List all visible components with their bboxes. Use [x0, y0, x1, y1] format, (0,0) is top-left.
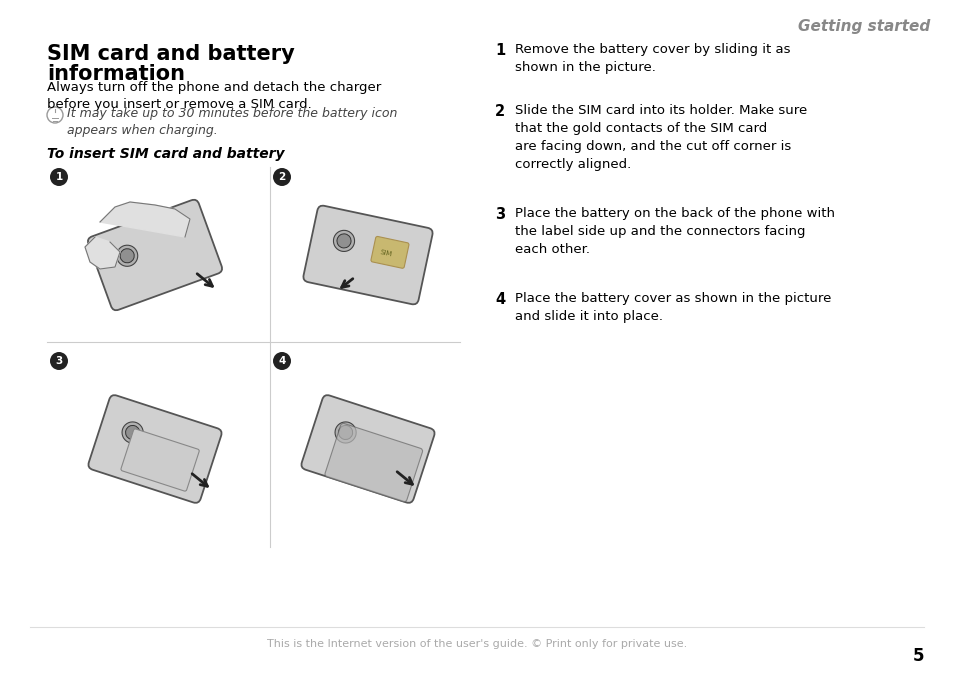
Text: This is the Internet version of the user's guide. © Print only for private use.: This is the Internet version of the user…	[267, 639, 686, 649]
Text: Slide the SIM card into its holder. Make sure
that the gold contacts of the SIM : Slide the SIM card into its holder. Make…	[515, 104, 806, 171]
Text: 1: 1	[495, 43, 505, 58]
FancyBboxPatch shape	[88, 200, 222, 310]
Circle shape	[334, 230, 355, 251]
Text: Getting started: Getting started	[797, 19, 929, 34]
FancyBboxPatch shape	[301, 395, 435, 503]
Text: To insert SIM card and battery: To insert SIM card and battery	[47, 147, 284, 161]
Circle shape	[335, 422, 355, 443]
Text: Always turn off the phone and detach the charger
before you insert or remove a S: Always turn off the phone and detach the…	[47, 81, 381, 111]
Circle shape	[126, 425, 139, 439]
Text: SIM card and battery: SIM card and battery	[47, 44, 294, 64]
FancyBboxPatch shape	[371, 236, 409, 268]
Circle shape	[116, 245, 137, 266]
Circle shape	[122, 422, 143, 443]
Text: 2: 2	[495, 104, 504, 119]
Text: 4: 4	[278, 356, 285, 366]
Text: 5: 5	[911, 647, 923, 665]
Circle shape	[120, 248, 134, 263]
FancyBboxPatch shape	[303, 206, 432, 305]
FancyBboxPatch shape	[121, 429, 199, 491]
Text: 3: 3	[55, 356, 63, 366]
Text: It may take up to 30 minutes before the battery icon
appears when charging.: It may take up to 30 minutes before the …	[67, 107, 397, 137]
Polygon shape	[85, 237, 120, 269]
Circle shape	[336, 234, 351, 248]
Text: Place the battery on the back of the phone with
the label side up and the connec: Place the battery on the back of the pho…	[515, 207, 834, 256]
Circle shape	[50, 168, 68, 186]
FancyBboxPatch shape	[325, 423, 422, 502]
Circle shape	[50, 352, 68, 370]
Text: 2: 2	[278, 172, 285, 182]
Text: 1: 1	[55, 172, 63, 182]
Text: SIM: SIM	[379, 248, 393, 257]
Circle shape	[273, 168, 291, 186]
Text: Remove the battery cover by sliding it as
shown in the picture.: Remove the battery cover by sliding it a…	[515, 43, 790, 74]
Text: information: information	[47, 64, 185, 84]
Circle shape	[338, 425, 353, 439]
Circle shape	[273, 352, 291, 370]
Text: Place the battery cover as shown in the picture
and slide it into place.: Place the battery cover as shown in the …	[515, 292, 830, 323]
FancyBboxPatch shape	[89, 395, 221, 503]
Text: 4: 4	[495, 292, 504, 307]
Polygon shape	[100, 202, 190, 237]
Text: 3: 3	[495, 207, 504, 222]
